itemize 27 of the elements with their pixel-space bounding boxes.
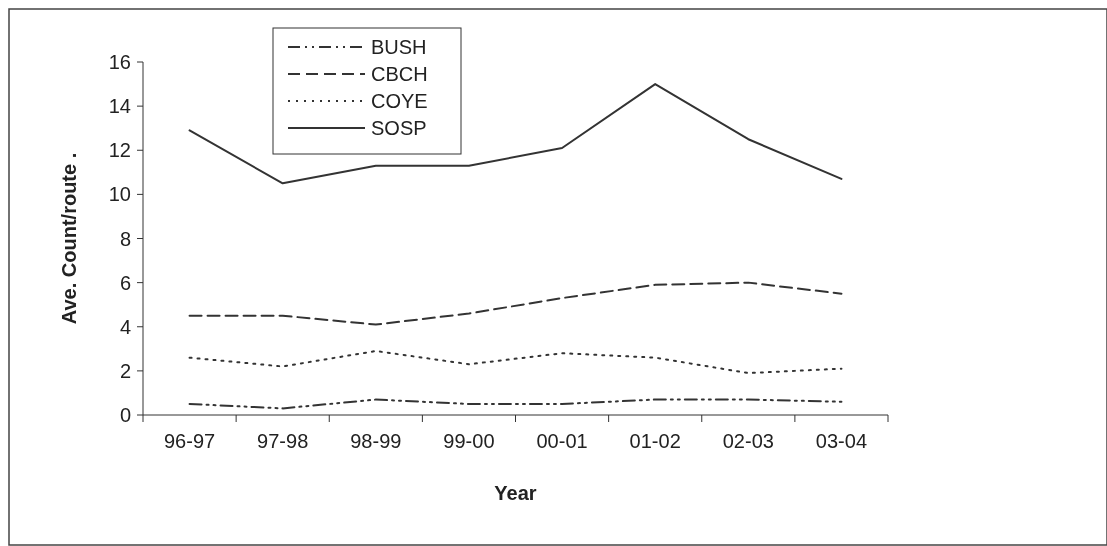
line-series	[188, 281, 843, 326]
y-tick-label: 0	[119, 404, 131, 426]
legend-label: CBCH	[371, 63, 428, 85]
line-series	[188, 398, 843, 410]
x-tick-label: 99-00	[443, 430, 495, 452]
line-series	[188, 83, 843, 185]
y-tick-label: 14	[108, 95, 131, 118]
x-tick-label: 02-03	[722, 430, 774, 452]
x-tick-label: 00-01	[536, 430, 588, 452]
x-tick-label: 03-04	[815, 430, 868, 452]
x-tick-label: 01-02	[629, 430, 681, 452]
x-tick-label: 97-98	[257, 430, 309, 452]
legend-label: BUSH	[371, 36, 427, 58]
x-tick-label: 98-99	[350, 430, 402, 452]
y-tick-label: 8	[119, 227, 131, 250]
y-tick-label: 10	[108, 183, 131, 206]
y-tick-label: 4	[119, 315, 131, 338]
legend-label: COYE	[371, 90, 428, 112]
line-series	[188, 350, 843, 375]
y-axis-title: Ave. Count/route .	[58, 152, 80, 325]
y-tick-label: 16	[108, 51, 131, 73]
y-tick-label: 12	[108, 139, 131, 162]
y-tick-label: 2	[119, 359, 131, 382]
legend-label: SOSP	[371, 117, 427, 139]
y-tick-label: 6	[119, 271, 131, 294]
x-tick-label: 96-97	[163, 430, 216, 452]
x-axis-title: Year	[494, 482, 537, 504]
